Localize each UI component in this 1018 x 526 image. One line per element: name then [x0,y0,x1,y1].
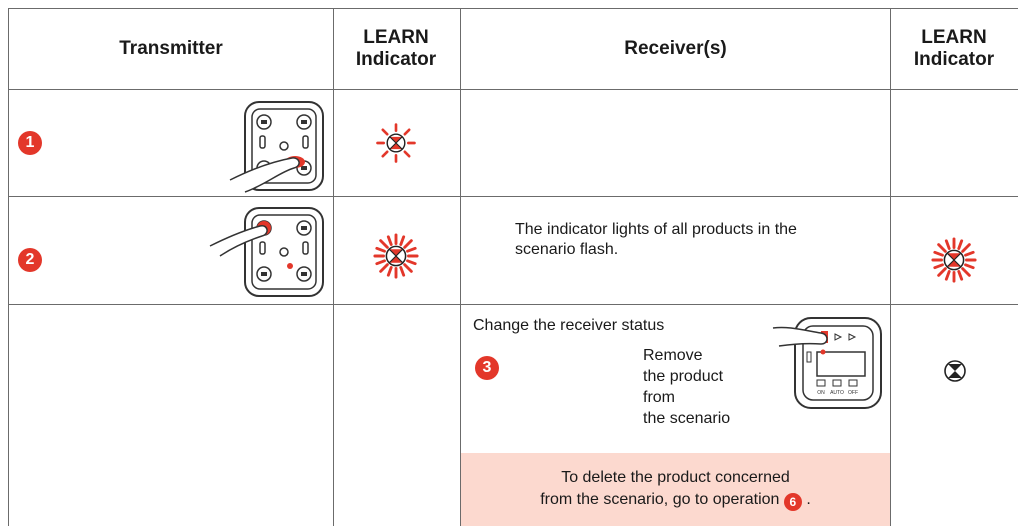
column-header: Transmitter [119,38,223,59]
column-header: LEARN Indicator [913,27,995,70]
step-number: 1 [18,131,42,155]
receiver-text: The indicator lights of all products in … [515,221,797,258]
step-number: 2 [18,248,42,272]
step-reference: 6 [783,493,802,511]
row-divider [8,196,1018,197]
step-number: 3 [475,356,499,380]
table-border [8,8,1018,9]
note-line: from the scenario, go to operation 6 . [461,489,890,511]
note-box: To delete the product concerned from the… [461,453,890,526]
action-line: Remove [643,347,703,364]
receiver-illustration: ON AUTO OFF [772,317,882,409]
row-divider [8,304,1018,305]
receiver-title: Change the receiver status [473,317,665,334]
device-label: AUTO [830,390,844,396]
note-end: . [806,491,811,508]
action-line: from [643,389,675,406]
action-line: the product [643,368,724,385]
learn-indicator-flashing [376,123,416,163]
column-divider [460,8,461,526]
learn-indicator-flashing-fast [373,233,419,279]
learn-indicator-flashing-fast [931,237,977,283]
action-text: Remove the product from the scenario [643,345,730,429]
note-text: from the scenario, go to operation [540,491,780,508]
learn-indicator-steady [944,360,966,382]
column-divider [890,8,891,526]
transmitter-illustration [209,206,330,298]
table-border [8,8,9,526]
device-label: OFF [848,390,858,396]
note-line: To delete the product concerned [561,469,790,486]
transmitter-illustration [229,100,330,193]
column-header: LEARN Indicator [355,27,437,70]
column-header: Receiver(s) [624,38,727,59]
row-divider [8,89,1018,90]
column-divider [333,8,334,526]
action-line: the scenario [643,410,731,427]
device-label: ON [817,390,825,396]
